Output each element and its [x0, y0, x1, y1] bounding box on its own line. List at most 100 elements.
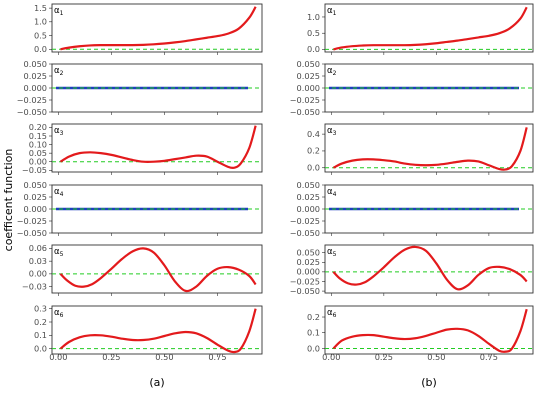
y-tick-label: 0.000 — [297, 204, 320, 214]
y-tick-label: −0.025 — [290, 276, 320, 286]
y-tick-label: −0.03 — [22, 281, 47, 291]
y-tick-label: 0.0 — [34, 343, 47, 353]
y-tick-label: 0.4 — [307, 129, 320, 139]
panel-label: α6 — [54, 308, 64, 319]
subfigure-label: (b) — [421, 376, 437, 389]
x-tick-label: 0.25 — [375, 352, 393, 362]
y-tick-label: 0.050 — [297, 180, 320, 190]
chart-column-a: 0.0 0.5 1.0 1.5 α1 −0.050 −0.025 0.000 0.025 0.05… — [17, 3, 263, 389]
series-estimate-curve — [60, 6, 257, 51]
panel-2: −0.050 −0.025 0.000 0.025 0.050 α2 — [290, 59, 534, 117]
y-tick-label: 1.0 — [307, 12, 320, 22]
y-tick-label: 0.000 — [24, 204, 47, 214]
y-tick-label: 0.025 — [24, 192, 47, 202]
y-tick-label: −0.05 — [22, 165, 47, 175]
y-tick-label: 0.2 — [307, 312, 320, 322]
y-tick-label: 0.025 — [24, 71, 47, 81]
series-estimate-curve — [59, 308, 257, 354]
series-estimate-curve — [59, 247, 257, 293]
panel-1: 0.0 0.5 1.0 α1 — [307, 3, 534, 55]
y-tick-label: 0.00 — [29, 269, 47, 279]
y-axis-label: coefficent function — [2, 149, 15, 252]
x-tick-label: 0.00 — [322, 352, 340, 362]
panel-frame — [324, 244, 534, 294]
y-tick-label: 0.000 — [297, 83, 320, 93]
x-tick-label: 0.00 — [49, 352, 67, 362]
y-tick-label: −0.050 — [290, 107, 320, 117]
series-estimate-curve — [59, 125, 257, 170]
y-tick-label: 0.0 — [307, 44, 320, 54]
y-tick-label: 0.20 — [29, 122, 47, 132]
panel-label: α3 — [327, 126, 337, 137]
y-tick-label: 0.10 — [29, 139, 47, 149]
y-tick-label: −0.050 — [290, 286, 320, 296]
panel-label: α5 — [54, 247, 64, 258]
y-tick-label: 0.025 — [297, 257, 320, 267]
panel-6: 0.0 0.1 0.2 α6 — [307, 305, 534, 357]
y-tick-label: −0.050 — [17, 107, 47, 117]
panel-5: −0.03 0.00 0.03 0.06 α5 — [22, 243, 263, 296]
panel-label: α2 — [327, 66, 337, 77]
panel-6: 0.0 0.1 0.2 0.3 α6 — [34, 303, 263, 357]
series-estimate-curve — [332, 308, 528, 354]
y-tick-label: −0.025 — [290, 216, 320, 226]
panel-label: α4 — [327, 187, 337, 198]
panel-frame — [324, 305, 534, 355]
panel-4: −0.050 −0.025 0.000 0.025 0.050 α4 — [290, 180, 534, 238]
panel-1: 0.0 0.5 1.0 1.5 α1 — [34, 3, 263, 55]
series-estimate-curve — [333, 6, 528, 51]
x-tick-label: 0.50 — [155, 352, 173, 362]
y-tick-label: 1.0 — [34, 17, 47, 27]
y-tick-label: 0.050 — [297, 59, 320, 69]
series-estimate-curve — [332, 127, 528, 171]
panel-2: −0.050 −0.025 0.000 0.025 0.050 α2 — [17, 59, 263, 117]
y-tick-label: 0.025 — [297, 71, 320, 81]
y-tick-label: 0.5 — [307, 28, 320, 38]
panel-label: α1 — [54, 6, 64, 17]
panel-4: −0.050 −0.025 0.000 0.025 0.050 α4 — [17, 180, 263, 238]
panel-label: α5 — [327, 247, 337, 258]
panel-label: α1 — [327, 6, 337, 17]
y-tick-label: −0.050 — [290, 228, 320, 238]
y-tick-label: 0.0 — [307, 163, 320, 173]
y-tick-label: −0.025 — [17, 216, 47, 226]
y-tick-label: 0.2 — [307, 146, 320, 156]
y-tick-label: 0.2 — [34, 317, 47, 327]
series-estimate-curve — [332, 245, 528, 291]
y-tick-label: 0.00 — [29, 157, 47, 167]
y-tick-label: 0.000 — [24, 83, 47, 93]
y-tick-label: 0.3 — [34, 303, 47, 313]
y-tick-label: 0.1 — [34, 330, 47, 340]
x-tick-label: 0.75 — [480, 352, 498, 362]
y-tick-label: 0.06 — [29, 243, 47, 253]
y-tick-label: 0.5 — [34, 30, 47, 40]
chart-column-b: 0.00.51.0α1−0.050−0.0250.0000.0250.050α2… — [290, 3, 534, 389]
x-tick-label: 0.50 — [427, 352, 445, 362]
y-tick-label: 0.15 — [29, 131, 47, 141]
panel-label: α6 — [327, 308, 337, 319]
panel-label: α4 — [54, 187, 64, 198]
subfigure-label: (a) — [149, 376, 164, 389]
panel-3: −0.050.000.050.100.150.20 α3 — [22, 122, 263, 175]
y-tick-label: 0.05 — [29, 148, 47, 158]
panel-3: 0.0 0.2 0.4 α3 — [307, 123, 534, 175]
y-tick-label: 0.03 — [29, 256, 47, 266]
y-tick-label: 0.050 — [297, 247, 320, 257]
panel-frame — [51, 305, 263, 355]
x-tick-label: 0.75 — [208, 352, 226, 362]
panel-label: α3 — [54, 126, 64, 137]
y-tick-label: −0.025 — [17, 95, 47, 105]
x-tick-label: 0.25 — [102, 352, 120, 362]
y-tick-label: −0.050 — [17, 228, 47, 238]
panel-frame — [324, 123, 534, 173]
y-tick-label: 0.050 — [24, 59, 47, 69]
y-tick-label: 0.0 — [307, 343, 320, 353]
y-tick-label: 0.0 — [34, 44, 47, 54]
panel-frame — [51, 123, 263, 173]
y-tick-label: 1.5 — [34, 3, 47, 13]
panel-label: α2 — [54, 66, 64, 77]
y-tick-label: 0.000 — [297, 267, 320, 277]
y-tick-label: 0.1 — [307, 328, 320, 338]
